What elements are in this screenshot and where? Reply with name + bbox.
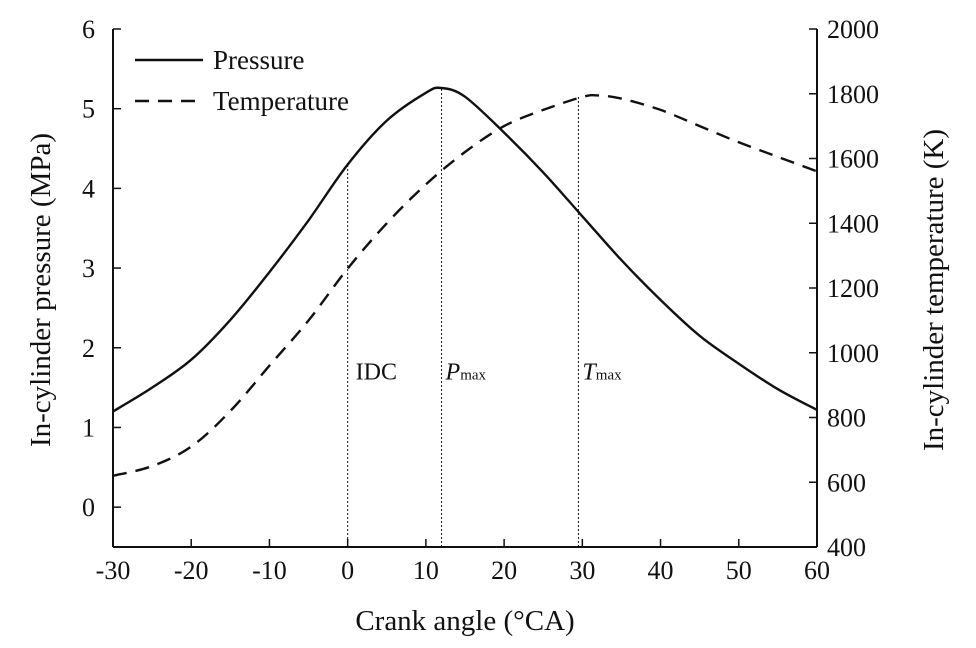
y-left-tick-label: 3 (82, 254, 95, 283)
x-tick-label: 30 (569, 556, 595, 585)
x-tick-label: 50 (726, 556, 752, 585)
annotation-pmax-main: P (445, 360, 461, 386)
annotation-idc: IDC (356, 360, 397, 386)
legend-label-pressure: Pressure (213, 45, 304, 75)
annotations-layer: IDC Pmax Tmax (356, 360, 622, 386)
guide-lines (347, 87, 579, 547)
x-tick-label: -20 (174, 556, 209, 585)
y-right-tick-label: 400 (827, 533, 866, 562)
x-tick-label: 0 (341, 556, 354, 585)
y-left-tick-label: 4 (82, 174, 95, 203)
x-tick-label: -30 (96, 556, 131, 585)
x-tick-label: 10 (413, 556, 439, 585)
y-right-tick-label: 1600 (827, 145, 879, 174)
series-layer (112, 86, 818, 477)
x-axis-title: Crank angle (°CA) (355, 605, 574, 637)
y-left-tick-label: 1 (82, 413, 95, 442)
y-right-tick-label: 800 (827, 404, 866, 433)
y-right-tick-label: 600 (827, 468, 866, 497)
y-left-tick-label: 2 (82, 334, 95, 363)
annotation-pmax-sub: max (460, 368, 486, 384)
y-axis-left-title: In-cylinder pressure (MPa) (25, 133, 57, 447)
y-right-tick-label: 1000 (827, 339, 879, 368)
annotation-tmax-main: T (582, 360, 597, 386)
y-left-tick-label: 5 (82, 95, 95, 124)
y-right-tick-label: 1200 (827, 274, 879, 303)
x-tick-label: 20 (491, 556, 517, 585)
y-right-tick-label: 2000 (827, 15, 879, 44)
legend-label-temperature: Temperature (213, 86, 349, 116)
y-left-tick-label: 6 (82, 15, 95, 44)
series-line-pressure (112, 86, 818, 413)
annotation-tmax: Tmax (582, 360, 622, 386)
annotation-tmax-sub: max (596, 368, 622, 384)
y-right-tick-label: 1800 (827, 80, 879, 109)
legend: Pressure Temperature (135, 45, 349, 116)
y-right-tick-label: 1400 (827, 209, 879, 238)
x-tick-label: 60 (804, 556, 830, 585)
x-tick-label: -10 (252, 556, 287, 585)
y-left-tick-label: 0 (82, 493, 95, 522)
x-tick-label: 40 (648, 556, 674, 585)
annotation-pmax: Pmax (445, 360, 487, 386)
series-line-temperature (112, 93, 818, 477)
y-axis-right-title: In-cylinder temperature (K) (918, 129, 950, 451)
ticks-layer: -30 -20 -10 0 10 20 30 40 50 60012345640060080010… (82, 15, 879, 585)
